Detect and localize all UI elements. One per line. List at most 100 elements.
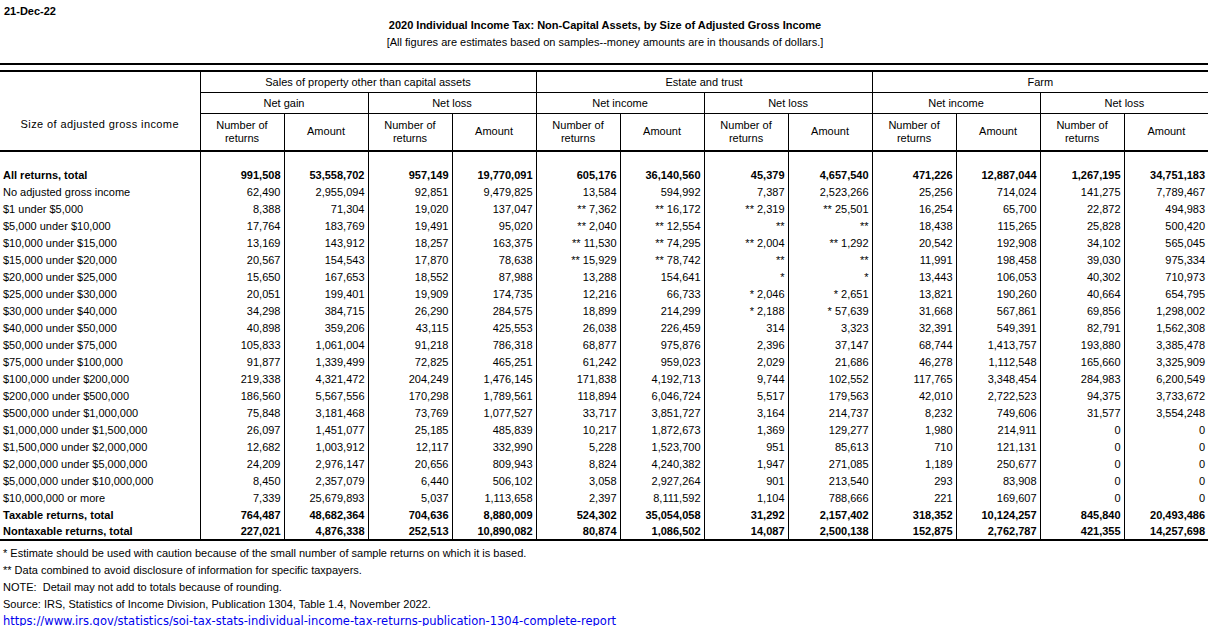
cell-value: 1,947 (704, 455, 788, 472)
cell-value: ** (788, 251, 872, 268)
cell-value: 5,037 (368, 489, 452, 506)
table-row: $1,000,000 under $1,500,00026,0971,451,0… (0, 421, 1208, 438)
cell-value: 6,200,549 (1124, 370, 1208, 387)
subgroup-net-loss-sales: Net loss (368, 92, 536, 113)
cell-value: 25,185 (368, 421, 452, 438)
row-label: $2,000,000 under $5,000,000 (0, 455, 200, 472)
row-label: $10,000,000 or more (0, 489, 200, 506)
cell-value: 87,988 (452, 268, 536, 285)
cell-value: ** 11,530 (536, 234, 620, 251)
number-of-returns-header: Number of returns (368, 113, 452, 151)
cell-value: 31,577 (1040, 404, 1124, 421)
cell-value: 710,973 (1124, 268, 1208, 285)
cell-value: 75,848 (200, 404, 284, 421)
cell-value: 17,764 (200, 217, 284, 234)
cell-value: 20,567 (200, 251, 284, 268)
cell-value: 91,218 (368, 336, 452, 353)
cell-value: ** 25,501 (788, 200, 872, 217)
cell-value: 788,666 (788, 489, 872, 506)
cell-value: 1,369 (704, 421, 788, 438)
cell-value: 174,735 (452, 285, 536, 302)
cell-value: 1,077,527 (452, 404, 536, 421)
cell-value: 359,206 (284, 319, 368, 336)
cell-value: 12,216 (536, 285, 620, 302)
cell-value: 8,232 (872, 404, 956, 421)
row-label: $75,000 under $100,000 (0, 353, 200, 370)
cell-value: 72,825 (368, 353, 452, 370)
cell-value: 11,991 (872, 251, 956, 268)
cell-value: 1,003,912 (284, 438, 368, 455)
cell-value: 40,898 (200, 319, 284, 336)
cell-value: 2,976,147 (284, 455, 368, 472)
cell-value: 46,278 (872, 353, 956, 370)
cell-value: 20,542 (872, 234, 956, 251)
cell-value: 7,387 (704, 183, 788, 200)
cell-value: 13,169 (200, 234, 284, 251)
cell-value: 118,894 (536, 387, 620, 404)
cell-value: 169,607 (956, 489, 1040, 506)
cell-value: 4,321,472 (284, 370, 368, 387)
cell-value: 5,228 (536, 438, 620, 455)
cell-value: 284,575 (452, 302, 536, 319)
cell-value: 61,242 (536, 353, 620, 370)
subgroup-net-income-farm: Net income (872, 92, 1040, 113)
cell-value: 105,833 (200, 336, 284, 353)
cell-value: 12,682 (200, 438, 284, 455)
cell-value: 73,769 (368, 404, 452, 421)
cell-value: 1,104 (704, 489, 788, 506)
cell-value: 1,339,499 (284, 353, 368, 370)
table-row: $5,000,000 under $10,000,0008,4502,357,0… (0, 472, 1208, 489)
cell-value: 3,348,454 (956, 370, 1040, 387)
cell-value: 1,451,077 (284, 421, 368, 438)
table-row: $15,000 under $20,00020,567154,54317,870… (0, 251, 1208, 268)
cell-value: 94,375 (1040, 387, 1124, 404)
cell-value: 1,113,658 (452, 489, 536, 506)
cell-value: 465,251 (452, 353, 536, 370)
cell-value: 4,657,540 (788, 166, 872, 183)
cell-value: 78,638 (452, 251, 536, 268)
cell-value: 0 (1040, 421, 1124, 438)
cell-value: ** 16,172 (620, 200, 704, 217)
report-link[interactable]: https://www.irs.gov/statistics/soi-tax-s… (3, 614, 616, 626)
cell-value: 567,861 (956, 302, 1040, 319)
cell-value: 226,459 (620, 319, 704, 336)
footnote-double-asterisk: ** Data combined to avoid disclosure of … (3, 562, 616, 579)
cell-value: 1,476,145 (452, 370, 536, 387)
cell-value: 171,838 (536, 370, 620, 387)
table-row: $500,000 under $1,000,00075,8483,181,468… (0, 404, 1208, 421)
cell-value: 845,840 (1040, 506, 1124, 523)
cell-value: 19,909 (368, 285, 452, 302)
cell-value: 565,045 (1124, 234, 1208, 251)
cell-value: 68,877 (536, 336, 620, 353)
cell-value: 167,653 (284, 268, 368, 285)
spacer-cell (284, 151, 368, 166)
amount-header: Amount (1124, 113, 1208, 151)
cell-value: 19,770,091 (452, 166, 536, 183)
cell-value: 2,157,402 (788, 506, 872, 523)
number-of-returns-header: Number of returns (200, 113, 284, 151)
cell-value: 3,323 (788, 319, 872, 336)
row-label: $1,500,000 under $2,000,000 (0, 438, 200, 455)
amount-header: Amount (284, 113, 368, 151)
spacer-cell (704, 151, 788, 166)
cell-value: ** 15,929 (536, 251, 620, 268)
cell-value: 471,226 (872, 166, 956, 183)
cell-value: 154,641 (620, 268, 704, 285)
cell-value: 0 (1040, 455, 1124, 472)
cell-value: 1,086,502 (620, 523, 704, 540)
cell-value: 314 (704, 319, 788, 336)
report-date: 21-Dec-22 (4, 5, 56, 17)
cell-value: 901 (704, 472, 788, 489)
cell-value: 975,334 (1124, 251, 1208, 268)
table-row: $20,000 under $25,00015,650167,65318,552… (0, 268, 1208, 285)
cell-value: ** 78,742 (620, 251, 704, 268)
cell-value: 710 (872, 438, 956, 455)
cell-value: 749,606 (956, 404, 1040, 421)
table-row: $1 under $5,0008,38871,30419,020137,047*… (0, 200, 1208, 217)
cell-value: 0 (1124, 421, 1208, 438)
cell-value: 485,839 (452, 421, 536, 438)
cell-value: 3,058 (536, 472, 620, 489)
cell-value: ** (704, 217, 788, 234)
cell-value: 152,875 (872, 523, 956, 540)
cell-value: 10,217 (536, 421, 620, 438)
